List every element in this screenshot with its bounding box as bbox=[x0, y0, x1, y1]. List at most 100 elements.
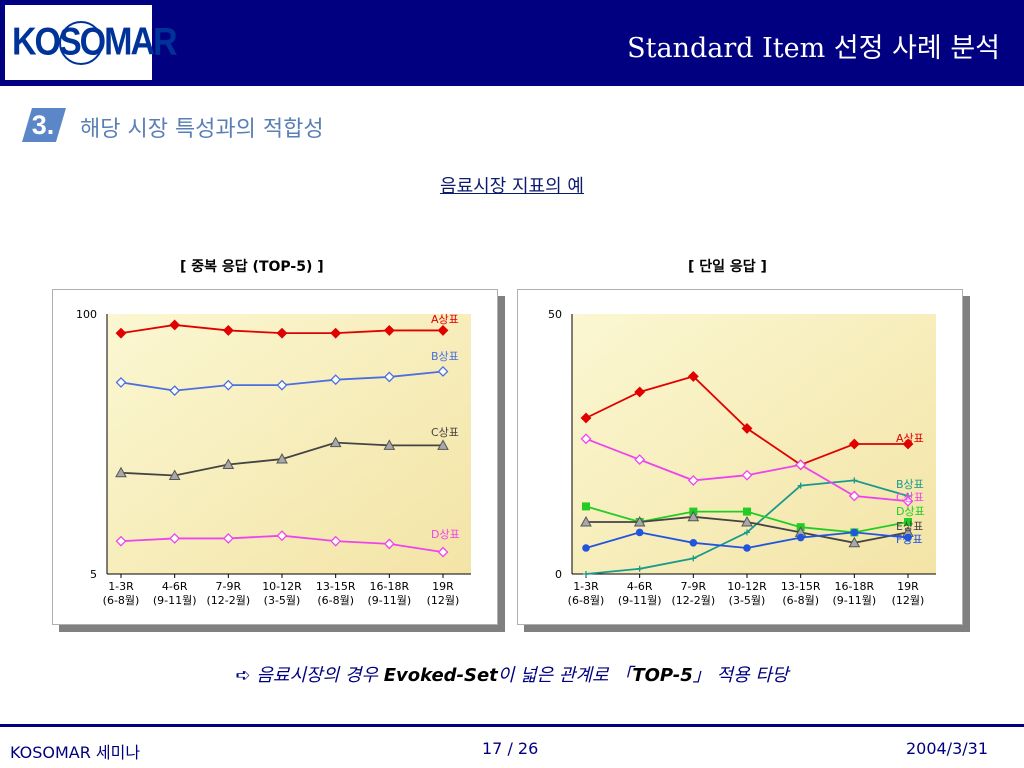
series-c-point bbox=[902, 495, 914, 507]
footer-date: 2004/3/31 bbox=[905, 739, 988, 758]
series-c-point bbox=[687, 474, 699, 486]
series-d-point bbox=[169, 533, 181, 544]
series-f-point bbox=[689, 539, 698, 547]
x-tick-label: 16-18R (9-11월) bbox=[832, 580, 876, 607]
x-tick-label-line: 10-12R bbox=[262, 580, 302, 593]
series-c-point bbox=[580, 433, 592, 445]
y-tick-label: 0 bbox=[555, 568, 562, 581]
series-f-point bbox=[904, 533, 912, 542]
x-tick-label-line: 13-15R bbox=[781, 580, 821, 593]
x-tick-label-line: (12-2월) bbox=[671, 594, 715, 607]
series-b-point bbox=[690, 555, 697, 562]
series-a-point bbox=[902, 438, 914, 450]
series-a-point bbox=[169, 319, 181, 331]
series-b-point bbox=[222, 379, 234, 391]
series-c-point bbox=[741, 469, 753, 481]
series-a-label: A상표 bbox=[431, 313, 459, 326]
x-tick-label: 19R (12월) bbox=[427, 580, 460, 607]
section-title: 해당 시장 특성과의 적합성 bbox=[80, 117, 324, 142]
series-f-point bbox=[582, 544, 590, 552]
series-b-point bbox=[851, 477, 858, 484]
chart-right: 50 0 1-3R (6-8월) 4-6R (9-11월) 7-9R (12-2월) 10-12… bbox=[517, 289, 963, 625]
series-d-point bbox=[276, 530, 288, 542]
conclusion-bold-1: Evoked-Set bbox=[383, 665, 498, 686]
series-c-label: C상표 bbox=[896, 491, 924, 504]
x-tick-label-line: 4-6R bbox=[162, 580, 188, 593]
series-c-label: C상표 bbox=[431, 426, 459, 439]
series-b-point bbox=[383, 371, 395, 383]
x-tick-label: 16-18R (9-11월) bbox=[367, 580, 411, 607]
x-tick-label-line: (9-11월) bbox=[153, 594, 197, 607]
series-c-point bbox=[276, 453, 288, 464]
series-a-point bbox=[383, 325, 395, 336]
chart-left-title: [ 중복 응답 (TOP-5) ] bbox=[180, 259, 324, 275]
series-c-point bbox=[795, 459, 807, 471]
footer-divider bbox=[0, 724, 1024, 727]
series-e-point bbox=[848, 536, 861, 548]
series-d-point bbox=[115, 535, 127, 547]
arrow-icon: ➪ bbox=[235, 665, 251, 686]
x-tick-label: 4-6R (9-11월) bbox=[618, 580, 662, 607]
series-b-point bbox=[330, 374, 342, 386]
x-tick-label-line: 1-3R bbox=[573, 580, 599, 593]
x-tick-label-line: 19R bbox=[897, 580, 919, 593]
series-b-point bbox=[797, 482, 804, 489]
logo: KOSOMAR bbox=[5, 5, 178, 80]
conclusion-post: 」 적용 타당 bbox=[692, 665, 789, 686]
x-tick-label: 1-3R (6-8월) bbox=[103, 580, 140, 607]
conclusion-bold-2: TOP-5 bbox=[632, 665, 693, 686]
x-tick-label-line: 1-3R bbox=[108, 580, 134, 593]
series-b-point bbox=[636, 565, 643, 572]
series-b-label: B상표 bbox=[896, 478, 924, 491]
series-a-point bbox=[115, 327, 127, 339]
x-tick-label-line: (6-8월) bbox=[103, 594, 140, 607]
x-tick-label: 4-6R (9-11월) bbox=[153, 580, 197, 607]
header-bar: KOSOMAR Standard Item 선정 사례 분석 bbox=[0, 0, 1024, 86]
series-a-point bbox=[687, 370, 699, 382]
series-d-label: D상표 bbox=[896, 505, 925, 518]
series-a-label: A상표 bbox=[896, 432, 924, 445]
x-tick-label-line: 7-9R bbox=[216, 580, 242, 593]
series-d-point bbox=[437, 546, 449, 558]
x-tick-label-line: 19R bbox=[432, 580, 454, 593]
x-tick-label-line: (12월) bbox=[427, 594, 460, 607]
y-tick-label: 5 bbox=[90, 568, 97, 581]
y-tick-label: 100 bbox=[76, 308, 97, 321]
series-b-point bbox=[583, 571, 589, 577]
plot-area bbox=[107, 314, 471, 574]
series-a-point bbox=[276, 327, 288, 339]
series-d-point bbox=[582, 502, 590, 511]
footer-page-number: 17 / 26 bbox=[482, 739, 539, 758]
series-f-point bbox=[635, 528, 644, 537]
x-tick-label-line: 7-9R bbox=[681, 580, 707, 593]
conclusion-pre: 음료시장의 경우 bbox=[250, 665, 384, 686]
x-tick-label: 10-12R (3-5월) bbox=[262, 580, 302, 607]
series-a-point bbox=[580, 412, 592, 424]
x-tick-label-line: 13-15R bbox=[316, 580, 356, 593]
x-tick-label-line: (3-5월) bbox=[264, 594, 301, 607]
x-tick-label-line: (9-11월) bbox=[618, 594, 662, 607]
series-d-point bbox=[330, 535, 342, 547]
footer-seminar: KOSOMAR 세미나 bbox=[10, 743, 141, 762]
x-tick-label: 7-9R (12-2월) bbox=[671, 580, 715, 607]
series-d-label: D상표 bbox=[431, 528, 460, 541]
series-b-point bbox=[276, 379, 288, 391]
series-e-point bbox=[687, 510, 700, 522]
series-f-label: F상표 bbox=[896, 533, 923, 546]
series-c-point bbox=[437, 439, 449, 450]
series-a-point bbox=[222, 325, 234, 336]
series-b-label: B상표 bbox=[431, 350, 459, 363]
series-b-point bbox=[169, 385, 181, 397]
series-c-point bbox=[848, 490, 860, 502]
series-e-label: E상표 bbox=[896, 520, 923, 533]
x-tick-label: 10-12R (3-5월) bbox=[727, 580, 767, 607]
x-tick-label-line: (6-8월) bbox=[568, 594, 605, 607]
series-c-point bbox=[222, 458, 235, 470]
series-d-point bbox=[743, 507, 751, 516]
series-b-point bbox=[744, 529, 750, 536]
series-b-point bbox=[115, 377, 127, 388]
series-f-point bbox=[743, 544, 751, 552]
conclusion-text: ➪ 음료시장의 경우 Evoked-Set이 넓은 관계로 「TOP-5」 적용… bbox=[0, 661, 1024, 687]
x-tick-label-line: (12월) bbox=[892, 594, 925, 607]
